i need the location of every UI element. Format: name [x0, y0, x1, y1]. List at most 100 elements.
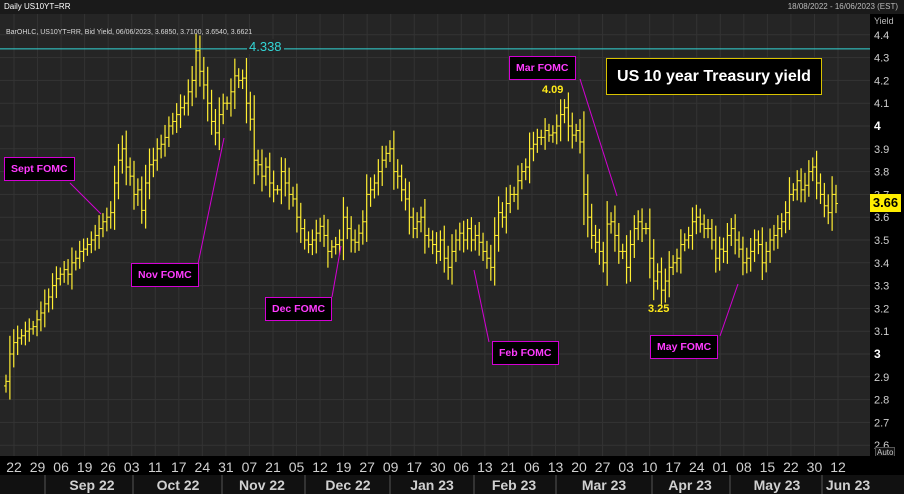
ohlc-bar — [674, 248, 679, 273]
ohlc-bar — [682, 233, 687, 252]
ohlc-bar — [566, 92, 571, 142]
ohlc-bar — [779, 213, 784, 238]
ohlc-bar — [124, 130, 129, 186]
ohlc-bar — [477, 222, 482, 256]
ohlc-bar — [799, 168, 804, 203]
x-axis[interactable]: 22 29 06 19 26 03 11 17 24 31 07 21 05 12 19 27 09 17 30 06… — [0, 456, 904, 494]
ohlc-bar — [151, 147, 156, 178]
x-day-label: 30 — [430, 459, 446, 475]
ohlc-bar — [360, 210, 365, 245]
ohlc-bar — [407, 181, 412, 235]
ohlc-bar — [108, 201, 113, 229]
ohlc-bar — [659, 257, 664, 305]
ohlc-bar — [201, 56, 206, 100]
ohlc-bar — [159, 134, 164, 159]
ohlc-bar — [717, 236, 722, 271]
fomc-label-nov: Nov FOMC — [131, 263, 199, 287]
ohlc-bar — [263, 157, 268, 186]
ohlc-bar — [519, 162, 524, 190]
ohlc-bar — [484, 240, 489, 269]
ohlc-bar — [783, 201, 788, 234]
ohlc-bar — [15, 325, 20, 356]
ohlc-bar — [194, 33, 199, 98]
ohlc-bar — [806, 160, 811, 197]
ohlc-bar — [733, 214, 738, 255]
ohlc-bar — [403, 178, 408, 211]
ohlc-bar — [601, 241, 606, 273]
ohlc-info-line: BarOHLC, US10YT=RR, Bid Yield, 06/06/202… — [6, 29, 253, 36]
x-day-label: 19 — [77, 459, 93, 475]
ohlc-bar — [325, 219, 330, 268]
x-day-label: 20 — [571, 459, 587, 475]
ohlc-bar — [725, 222, 730, 264]
x-month-label: Jan 23 — [410, 477, 454, 493]
x-day-label: 21 — [501, 459, 517, 475]
y-tick-label: 2.9 — [874, 372, 889, 384]
ohlc-bar — [279, 157, 284, 205]
ohlc-bar — [376, 159, 381, 196]
fomc-label-dec: Dec FOMC — [265, 297, 333, 321]
ohlc-bar — [496, 196, 501, 252]
ohlc-bar — [66, 259, 71, 285]
ohlc-bar — [248, 91, 253, 131]
ohlc-bar — [558, 99, 563, 142]
ohlc-bar — [593, 224, 598, 253]
ohlc-bar — [527, 132, 532, 184]
fomc-label-sept: Sept FOMC — [4, 157, 75, 181]
ohlc-bar — [818, 173, 823, 204]
ohlc-bar — [7, 335, 12, 400]
ohlc-bar — [228, 78, 233, 117]
ohlc-bar — [50, 273, 55, 310]
ohlc-bar — [42, 289, 47, 328]
x-day-label: 15 — [760, 459, 776, 475]
month-band — [0, 475, 904, 494]
ohlc-bars — [4, 33, 838, 400]
x-day-label: 12 — [830, 459, 846, 475]
ohlc-bar — [636, 210, 641, 241]
ohlc-bar — [686, 226, 691, 249]
y-axis[interactable]: Yield2.62.72.82.933.13.23.33.43.53.63.73… — [870, 14, 904, 456]
x-day-label: 17 — [406, 459, 422, 475]
ohlc-bar — [539, 129, 544, 146]
x-day-label: 29 — [30, 459, 46, 475]
ohlc-bar — [442, 225, 447, 273]
instrument-title: Daily US10YT=RR — [4, 2, 71, 11]
ohlc-bar — [698, 208, 703, 233]
ohlc-bar — [826, 194, 831, 225]
x-month-label: Jun 23 — [826, 477, 871, 493]
ohlc-bar — [640, 208, 645, 243]
ohlc-bar — [147, 148, 152, 200]
ohlc-bar — [128, 157, 133, 186]
ohlc-bar — [267, 152, 272, 198]
ohlc-bar — [678, 229, 683, 274]
ohlc-bar — [322, 214, 327, 247]
ohlc-bar — [275, 185, 280, 195]
x-day-label: 06 — [524, 459, 540, 475]
ohlc-bar — [306, 231, 311, 254]
ohlc-bar — [706, 219, 711, 239]
ohlc-bar — [721, 237, 726, 263]
x-day-label: 10 — [642, 459, 658, 475]
ohlc-bar — [240, 69, 245, 90]
ohlc-bar — [391, 130, 396, 190]
price-chart[interactable] — [0, 14, 870, 456]
ohlc-bar — [116, 143, 121, 200]
y-tick-label: 3.5 — [874, 235, 889, 247]
ohlc-bar — [364, 174, 369, 242]
ohlc-bar — [465, 219, 470, 250]
ohlc-bar — [663, 268, 668, 303]
x-month-label: May 23 — [754, 477, 801, 493]
x-day-label: 22 — [783, 459, 799, 475]
ohlc-bar — [35, 310, 40, 337]
ohlc-bar — [729, 218, 734, 246]
ohlc-bar — [213, 108, 218, 146]
ohlc-bar — [430, 230, 435, 255]
x-day-label: 03 — [124, 459, 140, 475]
ohlc-bar — [469, 217, 474, 252]
x-day-label: 27 — [595, 459, 611, 475]
ohlc-bar — [624, 235, 629, 284]
x-day-label: 17 — [171, 459, 187, 475]
ohlc-bar — [353, 229, 358, 253]
ohlc-bar — [531, 131, 536, 162]
ohlc-bar — [329, 240, 334, 259]
